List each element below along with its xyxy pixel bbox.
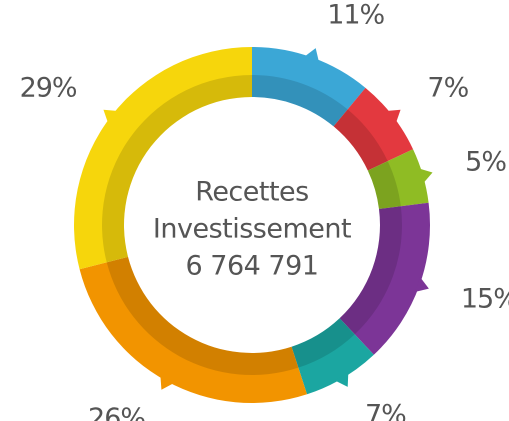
segment <box>79 256 308 403</box>
value-label: 7% <box>365 400 406 421</box>
value-label: 29% <box>20 72 77 103</box>
segment-shade <box>291 318 355 368</box>
value-label: 15% <box>461 284 509 315</box>
segment <box>73 47 252 270</box>
segment-shade <box>333 109 388 171</box>
pointer <box>418 168 433 184</box>
pointer <box>103 109 118 124</box>
pointer <box>334 372 349 387</box>
segment-shade <box>101 75 252 263</box>
segment-shade <box>252 75 348 127</box>
pointer <box>386 109 401 124</box>
segment <box>367 149 429 209</box>
segment <box>333 87 414 171</box>
segment-shade <box>367 161 401 209</box>
center-line: 6 764 791 <box>186 251 319 282</box>
value-label: 11% <box>327 0 384 31</box>
segment <box>339 202 430 355</box>
pointer <box>160 375 175 390</box>
value-label: 7% <box>427 72 468 103</box>
segment <box>252 47 366 127</box>
segment <box>291 318 374 395</box>
value-label: 5% <box>465 147 506 178</box>
pointer <box>414 277 429 293</box>
segment-shade <box>106 256 299 375</box>
center-line: Investissement <box>153 214 351 245</box>
segment-shade <box>339 206 402 335</box>
pointer <box>304 48 320 63</box>
value-label: 26% <box>88 403 145 421</box>
center-line: Recettes <box>195 177 308 208</box>
